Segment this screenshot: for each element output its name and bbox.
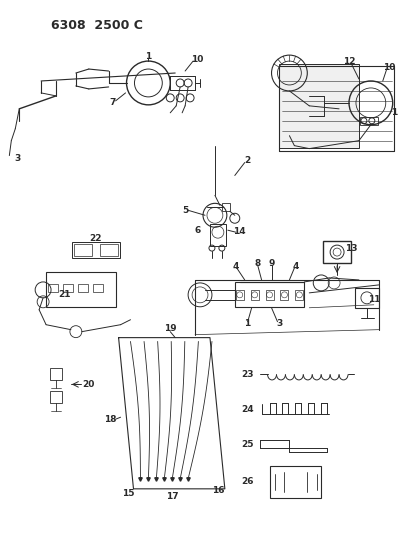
Text: 16: 16 (212, 486, 224, 495)
Text: 25: 25 (242, 440, 254, 449)
Text: 3: 3 (276, 319, 283, 328)
Bar (251, 290, 259, 300)
Bar (270, 466, 321, 498)
Text: 6308  2500 C: 6308 2500 C (51, 19, 143, 33)
Text: 10: 10 (191, 54, 203, 63)
Text: 4: 4 (233, 262, 239, 271)
Text: 19: 19 (164, 324, 177, 333)
Text: 3: 3 (14, 154, 20, 163)
Bar (48, 284, 58, 292)
Text: 13: 13 (345, 244, 357, 253)
Bar (74, 244, 92, 256)
Bar (360, 117, 378, 125)
Text: 26: 26 (242, 478, 254, 487)
Text: 5: 5 (182, 206, 188, 215)
Text: 23: 23 (242, 370, 254, 379)
Bar (100, 244, 118, 256)
Text: 6: 6 (195, 225, 201, 235)
Bar (210, 224, 226, 246)
Text: 18: 18 (104, 415, 117, 424)
Text: 22: 22 (89, 233, 102, 243)
Bar (222, 203, 230, 211)
Bar (93, 284, 103, 292)
Text: 7: 7 (109, 99, 116, 107)
Bar (50, 391, 62, 403)
Text: 4: 4 (292, 262, 299, 271)
Text: 1: 1 (244, 319, 250, 328)
Text: 9: 9 (268, 259, 275, 268)
Bar (78, 284, 88, 292)
Text: 12: 12 (343, 56, 355, 66)
Bar (236, 290, 244, 300)
Bar (280, 290, 288, 300)
Text: 2: 2 (244, 156, 251, 165)
Text: 17: 17 (166, 492, 179, 502)
Text: 1: 1 (145, 52, 151, 61)
Text: 1: 1 (390, 108, 397, 117)
Text: 10: 10 (383, 62, 395, 71)
Text: 11: 11 (368, 295, 380, 304)
Text: 21: 21 (59, 290, 71, 300)
Text: 20: 20 (82, 380, 95, 389)
Text: 8: 8 (255, 259, 261, 268)
Bar (72, 242, 120, 258)
Bar (279, 63, 359, 148)
Bar (235, 282, 304, 308)
Bar (266, 290, 273, 300)
Bar (63, 284, 73, 292)
Text: 15: 15 (122, 489, 135, 498)
Bar (323, 241, 351, 263)
Bar (50, 368, 62, 381)
Bar (355, 288, 379, 308)
Bar (295, 290, 303, 300)
Text: 14: 14 (233, 227, 246, 236)
Bar (46, 272, 115, 308)
Text: 24: 24 (242, 405, 254, 414)
